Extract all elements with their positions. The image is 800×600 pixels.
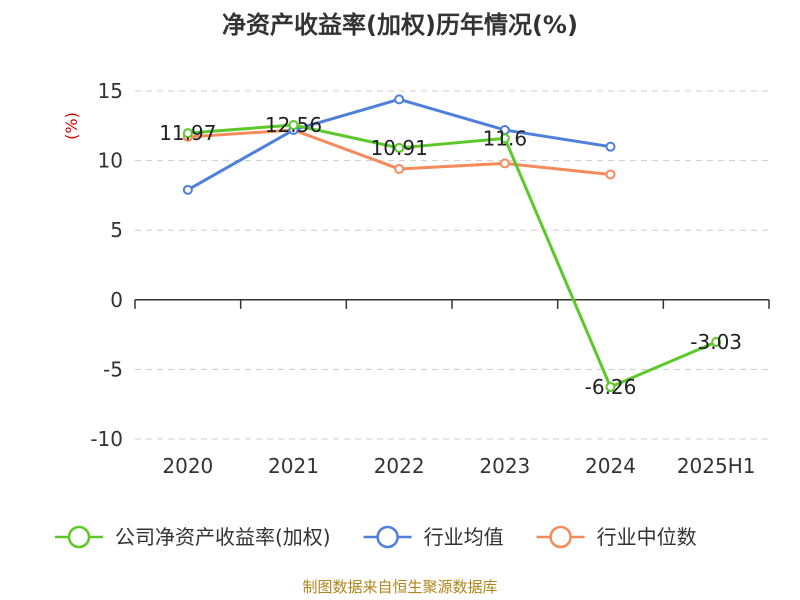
y-axis-unit-label: (%) bbox=[62, 112, 81, 140]
x-tick-label: 2021 bbox=[268, 454, 319, 478]
x-tick-label: 2022 bbox=[374, 454, 425, 478]
legend-label: 行业中位数 bbox=[597, 525, 697, 549]
legend-label: 公司净资产收益率(加权) bbox=[115, 525, 331, 549]
data-point-series-1 bbox=[184, 186, 192, 194]
data-point-series-2 bbox=[395, 165, 403, 173]
x-tick-label: 2020 bbox=[162, 454, 213, 478]
y-tick-label: -10 bbox=[90, 427, 123, 451]
data-point-series-1 bbox=[395, 95, 403, 103]
chart-title: 净资产收益率(加权)历年情况(%) bbox=[222, 11, 578, 39]
series-lines bbox=[184, 95, 720, 391]
legend-label: 行业均值 bbox=[424, 525, 504, 549]
source-note: 制图数据来自恒生聚源数据库 bbox=[302, 578, 497, 596]
y-tick-label: 5 bbox=[110, 218, 123, 242]
y-tick-label: 15 bbox=[98, 79, 123, 103]
roe-line-chart: 净资产收益率(加权)历年情况(%) (%) 15 10 5 0 -5 -10 2020 202… bbox=[0, 0, 800, 600]
y-tick-label: -5 bbox=[103, 357, 123, 381]
legend: 公司净资产收益率(加权) 行业均值 行业中位数 bbox=[55, 525, 697, 549]
legend-swatch-marker bbox=[378, 527, 398, 547]
data-label: 10.91 bbox=[371, 136, 428, 160]
data-label: 11.6 bbox=[483, 126, 528, 150]
data-label: 11.97 bbox=[159, 121, 216, 145]
data-label: -3.03 bbox=[690, 330, 742, 354]
y-tick-label: 0 bbox=[110, 288, 123, 312]
legend-swatch-marker bbox=[69, 527, 89, 547]
data-point-series-1 bbox=[607, 143, 615, 151]
legend-swatch-marker bbox=[551, 527, 571, 547]
x-tick-label: 2025H1 bbox=[677, 454, 756, 478]
x-tick-label: 2023 bbox=[479, 454, 530, 478]
x-tick-label: 2024 bbox=[585, 454, 636, 478]
data-label: 12.56 bbox=[265, 113, 322, 137]
series-line-0 bbox=[188, 125, 716, 387]
data-point-series-2 bbox=[607, 171, 615, 179]
y-tick-label: 10 bbox=[98, 149, 123, 173]
data-label: -6.26 bbox=[585, 375, 637, 399]
data-point-series-2 bbox=[501, 159, 509, 167]
